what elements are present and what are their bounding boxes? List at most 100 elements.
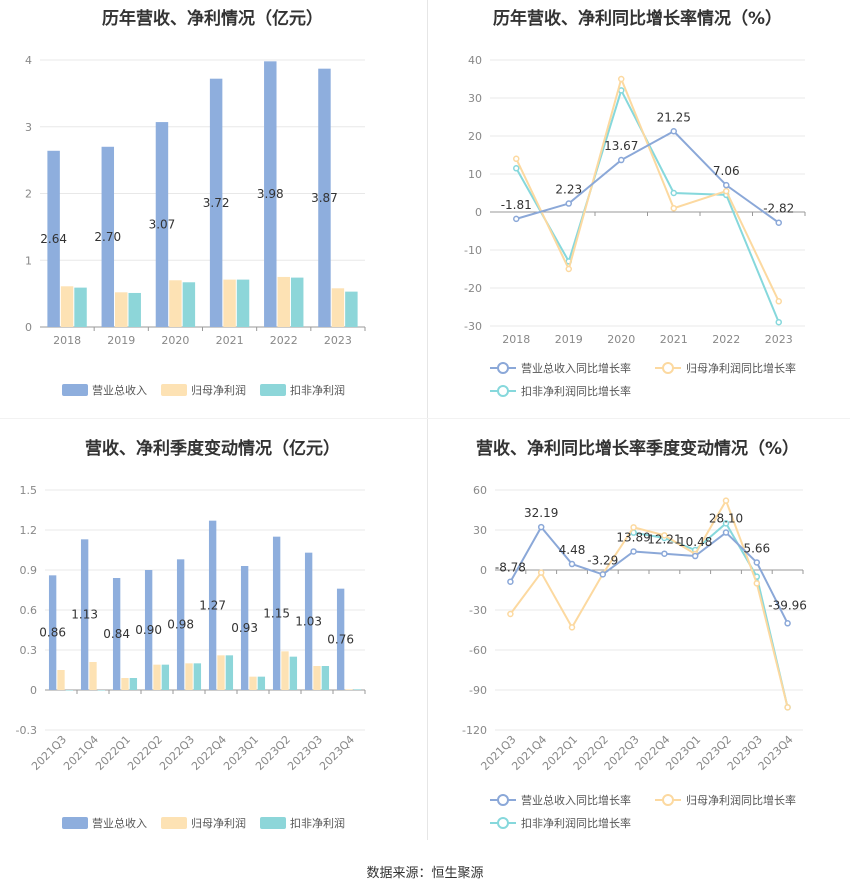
bar-net-profit <box>169 280 182 327</box>
data-point <box>775 298 782 305</box>
x-tick-label: 2021 <box>660 333 688 346</box>
legend-label: 营业总收入 <box>92 383 147 397</box>
x-tick-label: 2018 <box>53 334 81 347</box>
y-tick-label: 1 <box>25 254 32 267</box>
bar-revenue <box>176 559 185 690</box>
bar-net-profit <box>89 662 97 690</box>
data-point <box>507 610 514 618</box>
bar-net-profit <box>185 663 193 690</box>
y-tick-label: -90 <box>469 684 487 697</box>
x-tick-label: 2023 <box>324 334 352 347</box>
x-tick-label: 2022 <box>712 333 740 346</box>
y-tick-label: 30 <box>473 524 487 537</box>
bar-net-profit <box>277 276 290 327</box>
y-tick-label: -60 <box>469 644 487 657</box>
x-tick-label: 2023Q4 <box>317 733 357 773</box>
y-tick-label: -120 <box>462 724 487 737</box>
bar-revenue <box>112 578 121 690</box>
legend-marker <box>497 794 509 806</box>
legend-marker <box>497 817 509 829</box>
y-tick-label: 3 <box>25 121 32 134</box>
x-tick-label: 2020 <box>161 334 189 347</box>
data-label: 7.06 <box>713 164 740 178</box>
bar-net-profit <box>281 651 289 690</box>
data-point <box>599 571 607 578</box>
annual-bar-chart: 0 1 2 3 4 2018 2019 2020 2021 2022 2023 2.64 2.70 3.0… <box>25 54 366 397</box>
y-tick-label: 0 <box>25 321 32 334</box>
annual-line-chart: -30 -20 -10 0 10 20 30 40 2018 2019 2020 2021 2022 20… <box>464 54 806 398</box>
x-tick-label: 2020 <box>607 333 635 346</box>
bar-revenue <box>144 570 153 690</box>
data-point <box>784 704 791 711</box>
bar-net-profit <box>345 689 353 690</box>
bar-net-profit <box>331 288 345 327</box>
y-tick-label: 30 <box>468 92 482 105</box>
bar-revenue <box>155 122 169 327</box>
legend-label: 扣非净利润 <box>290 383 345 397</box>
data-label: 28.10 <box>709 512 743 526</box>
data-label: 2.64 <box>40 232 67 246</box>
bar-deducted-profit <box>225 655 234 690</box>
bar-revenue <box>47 150 60 327</box>
y-tick-label: 10 <box>468 168 482 181</box>
bar-deducted-profit <box>65 690 74 691</box>
bar-revenue <box>48 575 57 690</box>
data-label: 1.15 <box>263 606 290 620</box>
data-label: 12.21 <box>647 533 681 547</box>
data-point <box>513 155 520 163</box>
series-line-0 <box>509 525 789 624</box>
legend-label: 扣非净利润同比增长率 <box>521 384 631 398</box>
y-tick-label: 0.9 <box>20 564 38 577</box>
data-point <box>670 128 677 135</box>
annual-bar-title: 历年营收、净利情况（亿元） <box>102 9 323 29</box>
legend-label: 营业总收入 <box>92 816 147 830</box>
legend-swatch <box>260 817 286 829</box>
legend-swatch <box>161 817 187 829</box>
data-point <box>568 560 576 568</box>
bar-deducted-profit <box>161 664 170 690</box>
legend-label: 营业总收入同比增长率 <box>521 793 631 807</box>
data-point <box>784 620 791 627</box>
data-point <box>775 318 782 326</box>
data-point <box>513 215 520 223</box>
data-point <box>513 165 520 172</box>
data-label: -2.82 <box>763 202 794 216</box>
y-tick-label: 0 <box>475 206 482 219</box>
data-label: -3.29 <box>587 553 618 567</box>
quarterly-line-title: 营收、净利同比增长率季度变动情况（%） <box>475 439 800 459</box>
x-tick-label: 2021 <box>216 334 244 347</box>
bar-revenue <box>272 536 281 690</box>
data-point <box>568 624 576 631</box>
x-tick-label: 2022 <box>270 334 298 347</box>
data-label: 1.27 <box>199 598 226 612</box>
data-point <box>722 520 730 527</box>
bar-net-profit <box>223 279 236 327</box>
annual-line-title: 历年营收、净利同比增长率情况（%） <box>492 9 783 29</box>
data-label: 5.66 <box>743 541 770 555</box>
bar-revenue <box>240 566 249 690</box>
data-point <box>670 204 677 212</box>
data-label: 0.93 <box>231 621 258 635</box>
quarterly-bar-panel: 营收、净利季度变动情况（亿元） -0.3 0 0.3 0.6 0.9 1.2 1.5 2021… <box>0 430 425 840</box>
data-label: 1.13 <box>71 608 98 622</box>
legend-swatch <box>62 817 88 829</box>
bar-deducted-profit <box>129 678 138 690</box>
data-label: 0.98 <box>167 618 194 632</box>
bar-deducted-profit <box>236 279 250 327</box>
data-point <box>753 559 761 566</box>
legend-marker <box>497 385 509 397</box>
data-label: -1.81 <box>501 198 532 212</box>
series-line-2 <box>633 521 789 708</box>
bar-deducted-profit <box>128 292 141 327</box>
legend-marker <box>497 362 509 374</box>
bar-deducted-profit <box>74 287 87 327</box>
annual-line-panel: 历年营收、净利同比增长率情况（%） -30 -20 -10 0 10 20 30 40 2018… <box>425 0 850 410</box>
data-label: 2.23 <box>555 183 582 197</box>
quarterly-line-panel: 营收、净利同比增长率季度变动情况（%） -120 -90 -60 -30 0 30 60 20… <box>425 430 850 840</box>
data-label: 10.48 <box>678 535 712 549</box>
bar-revenue <box>264 61 277 328</box>
x-tick-label: 2019 <box>555 333 583 346</box>
data-label: -8.78 <box>495 561 526 575</box>
data-label: 3.07 <box>149 218 176 232</box>
legend-label: 营业总收入同比增长率 <box>521 361 631 375</box>
